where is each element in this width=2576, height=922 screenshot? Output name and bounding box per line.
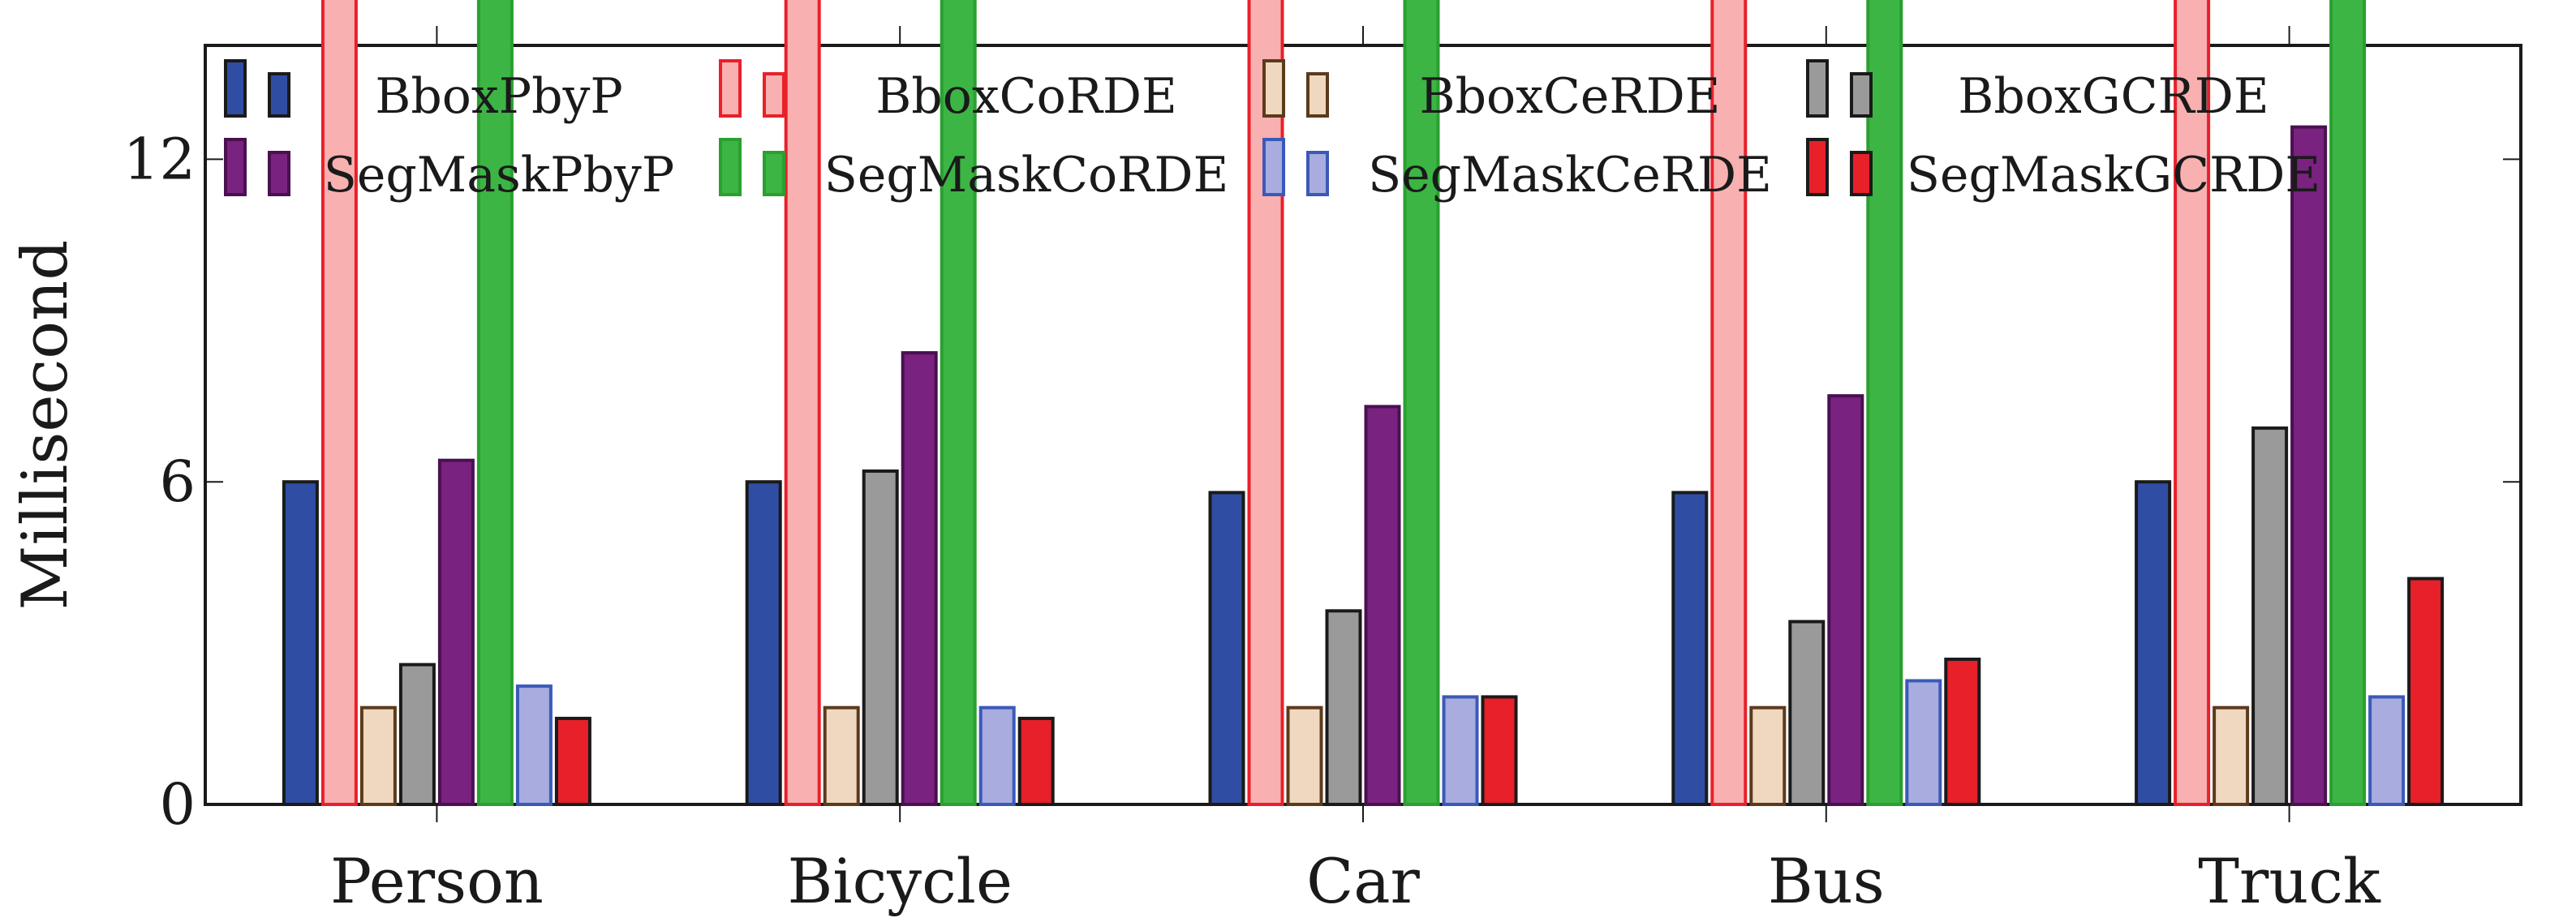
bar-BboxGCRDE-Truck [2251, 426, 2289, 807]
bar-SegMaskPbyP-Bicycle [901, 351, 938, 806]
bar-SegMaskCeRDE-Bicycle [978, 705, 1016, 806]
legend-swatch-tall [224, 138, 247, 196]
bar-BboxPbyP-Bicycle [745, 480, 782, 806]
bar-SegMaskCoRDE-Bicycle [940, 0, 977, 807]
bar-BboxCeRDE-Bicycle [823, 705, 860, 806]
legend-swatch-short [268, 151, 290, 196]
legend-swatch-short [763, 151, 785, 196]
bar-SegMaskGCRDE-Truck [2407, 577, 2445, 806]
y-axis-label: Millisecond [9, 240, 82, 611]
bar-BboxPbyP-Truck [2135, 480, 2172, 806]
legend-swatch-short [763, 72, 785, 118]
bar-SegMaskGCRDE-Bus [1944, 657, 1981, 806]
legend-label: SegMaskPbyP [324, 147, 674, 204]
bar-SegMaskCeRDE-Truck [2368, 695, 2406, 807]
bar-SegMaskCeRDE-Bus [1905, 679, 1942, 807]
legend-swatch-tall [1806, 59, 1829, 118]
tick-marks [205, 26, 2521, 822]
bar-SegMaskCoRDE-Bus [1866, 0, 1903, 806]
bar-BboxGCRDE-Bicycle [862, 469, 899, 806]
legend-label: BboxGCRDE [1958, 68, 2269, 125]
bar-BboxCoRDE-Bus [1710, 0, 1748, 807]
x-category-label: Truck [2198, 845, 2381, 917]
legend-swatch-tall [1262, 138, 1285, 196]
bar-SegMaskCeRDE-Car [1442, 695, 1479, 807]
bar-BboxCeRDE-Truck [2213, 705, 2250, 806]
bar-SegMaskGCRDE-Person [554, 716, 591, 806]
legend-swatch-tall [719, 59, 742, 118]
x-category-label: Bus [1768, 845, 1885, 917]
legend-label: BboxPbyP [375, 68, 623, 125]
legend: BboxPbyP BboxCoRDE BboxCeRDE BboxGCRDE SegMa… [224, 59, 2320, 204]
bar-BboxPbyP-Person [282, 480, 319, 806]
bar-SegMaskPbyP-Person [437, 458, 475, 806]
bar-BboxCoRDE-Car [1247, 0, 1284, 806]
bar-SegMaskPbyP-Truck [2290, 125, 2328, 806]
bar-SegMaskGCRDE-Car [1481, 695, 1518, 807]
bar-BboxGCRDE-Person [398, 663, 436, 806]
legend-swatch-tall [1262, 59, 1285, 118]
bars [282, 0, 2445, 807]
legend-swatch-short [1850, 72, 1873, 118]
y-tick-labels: 06121824303642485460 [123, 126, 196, 838]
legend-swatch-tall [224, 59, 247, 118]
bar-BboxCeRDE-Person [359, 705, 397, 806]
legend-swatch-short [1306, 151, 1329, 196]
bar-SegMaskCeRDE-Person [515, 684, 553, 807]
bar-SegMaskPbyP-Car [1364, 405, 1401, 806]
legend-swatch-tall [1806, 138, 1829, 196]
bar-BboxCoRDE-Person [320, 0, 358, 806]
y-tick-label: 0 [159, 771, 196, 838]
bar-BboxCeRDE-Bus [1749, 705, 1787, 806]
bar-SegMaskPbyP-Bus [1827, 394, 1864, 806]
bar-BboxCoRDE-Truck [2174, 0, 2211, 806]
legend-swatch-short [1850, 151, 1873, 196]
bar-SegMaskCoRDE-Truck [2329, 0, 2367, 807]
bar-BboxCoRDE-Bicycle [784, 0, 821, 806]
bar-BboxPbyP-Car [1208, 491, 1245, 807]
bar-BboxCeRDE-Car [1286, 705, 1323, 806]
x-category-label: Bicycle [787, 845, 1013, 917]
y-tick-label: 6 [159, 448, 196, 515]
bar-BboxPbyP-Bus [1671, 491, 1709, 807]
legend-label: BboxCoRDE [875, 68, 1177, 125]
x-category-label: Car [1306, 845, 1420, 917]
legend-label: SegMaskCoRDE [824, 147, 1229, 204]
y-tick-label: 12 [123, 126, 196, 192]
bar-SegMaskGCRDE-Bicycle [1017, 716, 1055, 806]
legend-label: BboxCeRDE [1420, 68, 1721, 125]
x-category-label: Person [330, 845, 544, 917]
legend-swatch-short [1306, 72, 1329, 118]
bar-BboxGCRDE-Bus [1788, 620, 1826, 807]
legend-label: SegMaskGCRDE [1907, 147, 2320, 204]
bar-SegMaskCoRDE-Person [476, 0, 514, 807]
x-tick-labels: Person Bicycle Car Bus Truck [330, 845, 2381, 917]
legend-swatch-short [268, 72, 290, 118]
bar-SegMaskCoRDE-Car [1403, 0, 1440, 806]
legend-label: SegMaskCeRDE [1368, 147, 1772, 204]
bar-BboxGCRDE-Car [1325, 609, 1362, 806]
legend-swatch-tall [719, 138, 742, 196]
